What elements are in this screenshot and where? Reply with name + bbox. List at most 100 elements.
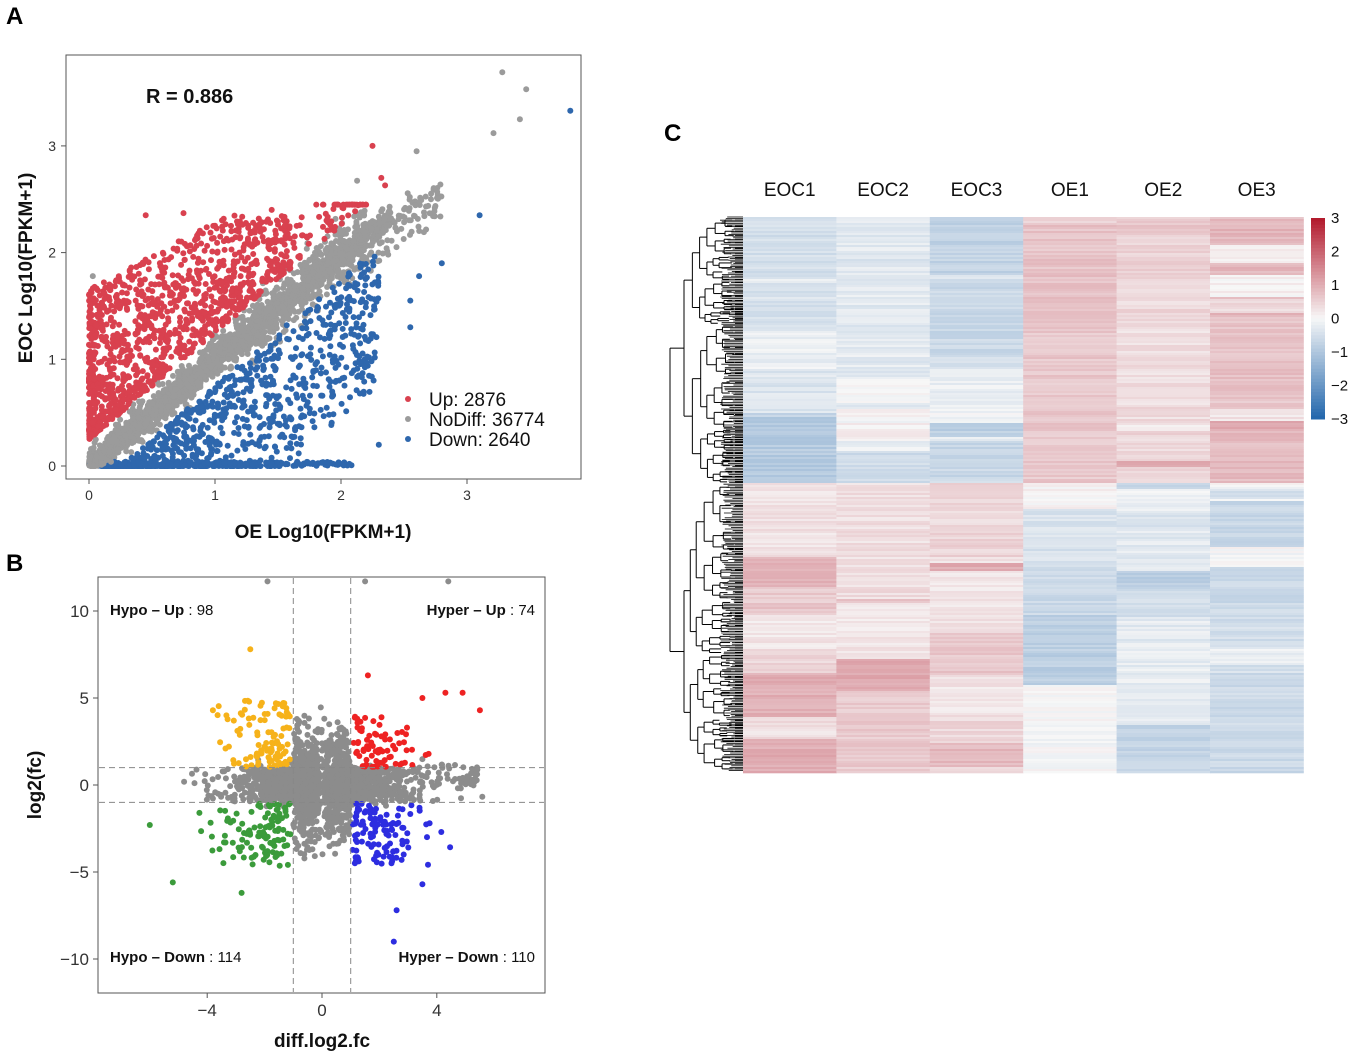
a-point xyxy=(104,361,111,368)
a-point xyxy=(208,332,215,339)
a-point xyxy=(201,310,208,317)
a-point xyxy=(159,444,166,451)
a-point xyxy=(417,194,424,201)
a-point xyxy=(251,309,258,316)
a-point xyxy=(476,212,483,219)
a-point xyxy=(165,424,172,431)
a-point xyxy=(197,315,204,322)
a-point xyxy=(298,352,305,359)
a-point xyxy=(303,402,310,409)
a-point xyxy=(128,264,135,271)
a-point xyxy=(328,240,335,247)
a-point xyxy=(290,240,297,247)
a-point xyxy=(205,343,212,350)
a-point xyxy=(126,388,133,395)
panel-a-ylabel: EOC Log10(FPKM+1) xyxy=(16,173,37,364)
a-point xyxy=(229,298,236,305)
a-point xyxy=(206,371,213,378)
a-point xyxy=(145,441,152,448)
a-point xyxy=(249,302,256,309)
a-point xyxy=(259,342,266,349)
a-point xyxy=(274,420,281,427)
a-point xyxy=(227,392,234,399)
a-point xyxy=(217,424,224,431)
a-point xyxy=(361,289,368,295)
a-point xyxy=(210,235,217,241)
a-point xyxy=(340,257,347,264)
a-point xyxy=(350,314,357,321)
a-point xyxy=(238,254,245,261)
a-point xyxy=(210,298,217,305)
a-point xyxy=(344,295,351,302)
a-point xyxy=(237,462,244,469)
a-point xyxy=(287,354,294,361)
a-point xyxy=(249,288,256,295)
a-point xyxy=(438,260,445,267)
a-point xyxy=(523,86,530,93)
a-point xyxy=(274,285,281,292)
a-point xyxy=(116,275,122,281)
a-point xyxy=(269,312,276,319)
a-point xyxy=(87,301,94,308)
a-point xyxy=(214,265,221,272)
a-point xyxy=(323,303,329,310)
a-point xyxy=(161,284,168,291)
a-point xyxy=(290,317,297,324)
a-point xyxy=(345,212,352,219)
a-point xyxy=(180,250,187,257)
a-point xyxy=(259,275,266,282)
a-point xyxy=(174,247,181,254)
a-point xyxy=(263,392,270,399)
a-point xyxy=(348,370,355,377)
a-point xyxy=(381,216,388,223)
a-point xyxy=(111,358,118,365)
a-point xyxy=(235,431,242,437)
a-point xyxy=(203,224,210,231)
a-point xyxy=(499,69,506,76)
a-point xyxy=(379,206,386,213)
a-point xyxy=(161,368,168,375)
a-point xyxy=(241,343,248,350)
a-point xyxy=(356,390,363,397)
legend-nodiff: NoDiff: 36774 xyxy=(429,410,545,431)
a-point xyxy=(108,314,114,321)
a-point xyxy=(216,348,223,355)
a-point xyxy=(235,425,242,431)
a-point xyxy=(287,400,294,407)
a-point xyxy=(181,306,188,313)
a-point xyxy=(190,424,196,431)
a-point xyxy=(86,407,93,414)
a-point xyxy=(355,332,362,339)
a-point xyxy=(214,404,221,411)
a-point xyxy=(325,259,332,266)
a-point xyxy=(200,363,207,370)
a-point xyxy=(235,228,242,235)
a-point xyxy=(336,320,343,327)
a-point xyxy=(235,397,242,403)
a-point xyxy=(338,294,345,301)
a-point xyxy=(428,196,434,203)
a-point xyxy=(145,286,152,293)
a-point xyxy=(109,381,116,388)
a-point xyxy=(423,226,430,233)
a-point xyxy=(299,285,306,292)
a-point xyxy=(317,243,324,250)
a-point xyxy=(111,283,118,290)
a-point xyxy=(193,446,200,453)
a-point xyxy=(201,292,208,299)
a-point xyxy=(275,347,282,354)
a-point xyxy=(234,447,241,454)
a-point xyxy=(198,450,205,457)
a-point xyxy=(361,211,367,218)
a-point xyxy=(414,215,421,222)
a-point xyxy=(353,352,360,358)
a-point xyxy=(359,201,366,208)
a-point xyxy=(228,246,235,253)
a-point xyxy=(181,256,188,263)
a-point xyxy=(119,289,126,296)
a-point xyxy=(194,459,201,465)
a-point xyxy=(107,438,114,445)
a-point xyxy=(218,411,225,418)
a-point xyxy=(204,424,211,431)
a-point xyxy=(324,459,331,465)
